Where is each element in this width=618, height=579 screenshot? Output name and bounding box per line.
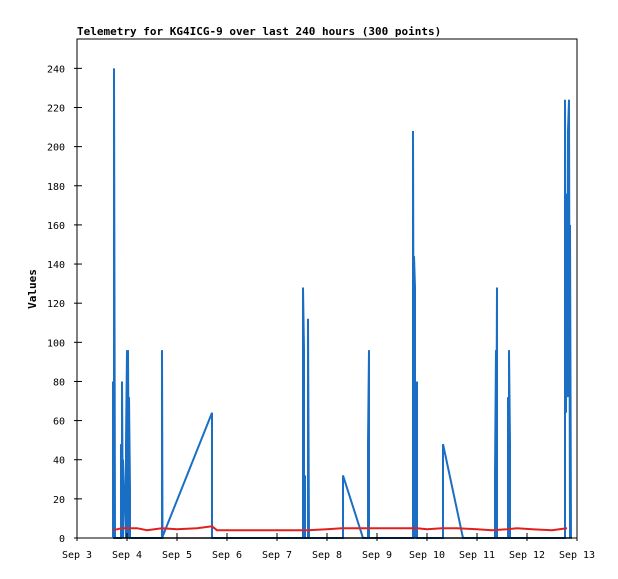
series-layer — [112, 68, 572, 539]
x-tick-label: Sep 12 — [509, 550, 545, 561]
y-tick-label: 60 — [53, 417, 65, 428]
y-tick-label: 180 — [47, 182, 65, 193]
x-tick-label: Sep 6 — [212, 550, 242, 561]
y-tick-label: 80 — [53, 377, 65, 388]
x-tick-label: Sep 4 — [112, 550, 142, 561]
x-tick-label: Sep 7 — [262, 550, 292, 561]
series-line-2 — [112, 525, 568, 532]
x-tick-label: Sep 11 — [459, 550, 495, 561]
y-tick-label: 100 — [47, 338, 65, 349]
y-tick-label: 120 — [47, 299, 65, 310]
x-tick-label: Sep 3 — [62, 550, 92, 561]
y-tick-label: 20 — [53, 495, 65, 506]
x-tick-label: Sep 5 — [162, 550, 192, 561]
y-tick-label: 40 — [53, 456, 65, 467]
x-tick-label: Sep 9 — [362, 550, 392, 561]
y-tick-label: 220 — [47, 103, 65, 114]
y-tick-label: 0 — [59, 534, 65, 545]
y-axis-label: Values — [26, 269, 39, 309]
axis-layer: 0 20 40 60 80 100 120 140 160 180 200 220 240 Sep 3 Se… — [47, 64, 595, 561]
y-tick-label: 240 — [47, 64, 65, 75]
plot-frame — [76, 38, 578, 539]
y-tick-label: 160 — [47, 221, 65, 232]
x-tick-label: Sep 10 — [409, 550, 445, 561]
x-tick-label: Sep 13 — [559, 550, 595, 561]
series-line-1 — [112, 68, 572, 539]
chart-title: Telemetry for KG4ICG-9 over last 240 hou… — [77, 25, 441, 38]
x-tick-label: Sep 8 — [312, 550, 342, 561]
y-tick-label: 200 — [47, 143, 65, 154]
y-tick-label: 140 — [47, 260, 65, 271]
